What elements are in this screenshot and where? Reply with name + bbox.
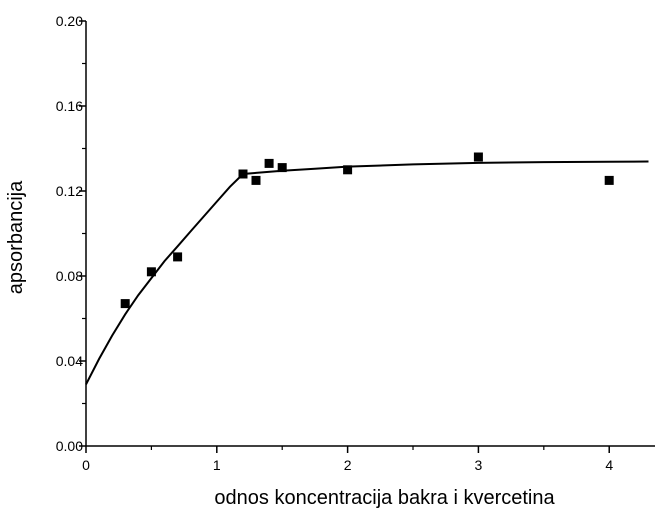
- data-point-marker: [264, 158, 274, 168]
- data-point-marker: [251, 175, 261, 185]
- ticks: [79, 20, 610, 453]
- x-tick-label: 2: [344, 457, 352, 473]
- data-point-marker: [343, 165, 353, 175]
- data-point-marker: [120, 299, 130, 309]
- y-tick-label: 0.04: [56, 353, 83, 369]
- axes: [85, 21, 655, 447]
- y-tick-label: 0.12: [56, 183, 83, 199]
- x-tick-label: 4: [605, 457, 613, 473]
- x-tick-label: 3: [475, 457, 483, 473]
- data-point-marker: [277, 163, 287, 173]
- data-point-marker: [146, 267, 156, 277]
- y-tick-label: 0.08: [56, 268, 83, 284]
- tick-labels: 0 1 2 3 4 0.00 0.04 0.08 0.12 0.16 0.20: [56, 13, 614, 473]
- data-point-marker: [173, 252, 183, 262]
- fit-line: [85, 160, 649, 385]
- y-axis-title: apsorbancija: [5, 180, 27, 294]
- y-tick-label: 0.16: [56, 98, 83, 114]
- x-tick-label: 0: [82, 457, 90, 473]
- x-axis-title: odnos koncentracija bakra i kvercetina: [214, 487, 555, 509]
- y-tick-label: 0.20: [56, 13, 83, 29]
- data-points: [120, 152, 614, 309]
- x-tick-label: 1: [213, 457, 221, 473]
- data-point-marker: [238, 169, 248, 179]
- data-point-marker: [604, 175, 614, 185]
- data-point-marker: [473, 152, 483, 162]
- y-tick-label: 0.00: [56, 438, 83, 454]
